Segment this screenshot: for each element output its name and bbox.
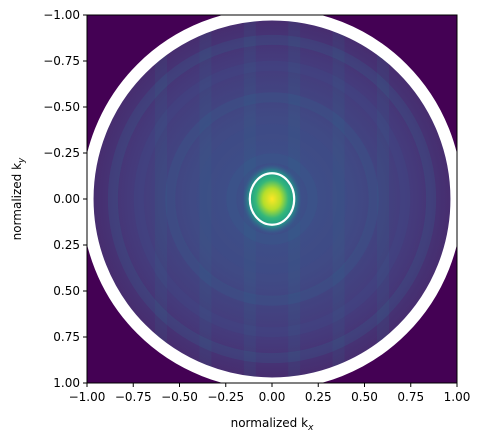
peak-contour-ellipse (248, 172, 296, 226)
y-axis-label-subscript: y (17, 157, 27, 164)
peak-glow (242, 164, 302, 234)
x-tick-label: 0.50 (351, 390, 378, 404)
disk-ring-texture (107, 34, 437, 364)
y-tick-label: 0.50 (53, 284, 80, 298)
x-axis-label-subscript: x (307, 423, 314, 433)
disk-ring-texture (226, 153, 318, 245)
y-axis-ticks: −1.00 −0.75 −0.50 −0.25 0.00 0.25 0.50 0.75 1.00 (43, 8, 87, 390)
x-tick-label: −0.75 (115, 390, 152, 404)
aperture-ring-circle (87, 15, 457, 383)
x-tick-label: −0.25 (207, 390, 244, 404)
y-axis-label-text: normalized k (10, 163, 24, 240)
x-tick-label: −0.50 (161, 390, 198, 404)
disk-ring-texture (165, 92, 379, 306)
x-tick-label: 0.00 (259, 390, 286, 404)
x-axis-label-text: normalized k (231, 416, 308, 430)
disk-ring-texture (133, 60, 411, 338)
y-tick-label: 1.00 (53, 376, 80, 390)
y-tick-label: −0.25 (43, 146, 80, 160)
disk-stripe-texture (332, 19, 345, 379)
x-tick-label: −1.00 (69, 390, 106, 404)
disk-stripe-texture (377, 19, 389, 379)
aperture-ring (87, 15, 457, 383)
x-tick-label: 0.75 (397, 390, 424, 404)
y-tick-label: 0.00 (53, 192, 80, 206)
y-tick-label: 0.25 (53, 238, 80, 252)
disk-stripe-texture (199, 19, 212, 379)
y-tick-label: 0.75 (53, 330, 80, 344)
x-axis-label: normalized kx (231, 416, 314, 433)
y-tick-label: −0.75 (43, 54, 80, 68)
central-peak (242, 164, 302, 234)
heatmap-plot-area (87, 15, 457, 383)
x-tick-label: 0.25 (305, 390, 332, 404)
disk-stripe-texture (155, 19, 167, 379)
disk-ring-texture (196, 123, 348, 275)
x-tick-label: 1.00 (444, 390, 471, 404)
x-axis-ticks: −1.00 −0.75 −0.50 −0.25 0.00 0.25 0.50 0.75 1.00 (69, 383, 471, 404)
y-tick-label: −1.00 (43, 8, 80, 22)
y-axis-label: normalized ky (10, 157, 27, 240)
y-tick-label: −0.50 (43, 100, 80, 114)
